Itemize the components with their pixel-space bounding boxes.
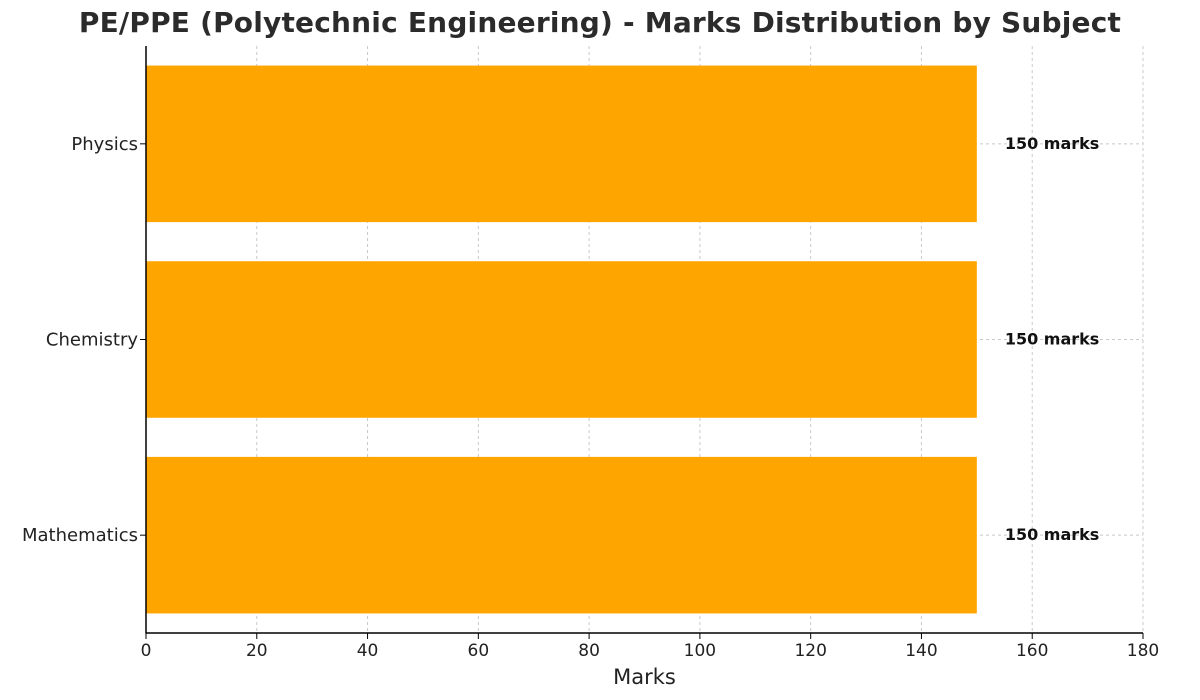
- x-tick-label: 80: [578, 641, 600, 661]
- x-tick-label: 60: [468, 641, 490, 661]
- chart-title: PE/PPE (Polytechnic Engineering) - Marks…: [78, 6, 1122, 39]
- x-tick-label: 0: [141, 641, 152, 661]
- x-tick-label: 180: [1127, 641, 1159, 661]
- data-label: 150 marks: [1005, 134, 1099, 153]
- bar-mathematics: [146, 456, 977, 614]
- y-tick-label: Chemistry: [46, 330, 138, 351]
- data-label: 150 marks: [1005, 525, 1099, 544]
- y-tick-label: Mathematics: [22, 525, 138, 546]
- x-tick-label: 120: [794, 641, 826, 661]
- x-tick-label: 140: [905, 641, 937, 661]
- bar-layer: [146, 65, 977, 614]
- bar-chemistry: [146, 261, 977, 418]
- x-tick-label: 160: [1016, 641, 1048, 661]
- x-axis-title: Marks: [613, 665, 676, 689]
- data-label: 150 marks: [1005, 330, 1099, 349]
- x-tick-label: 20: [246, 641, 268, 661]
- label-layer: 0 20 40 60 80 100 120 140 160 180 Physics Chemistry…: [22, 134, 1159, 689]
- axis-layer: [140, 46, 1144, 639]
- x-tick-label: 40: [357, 641, 379, 661]
- x-tick-label: 100: [684, 641, 716, 661]
- bar-physics: [146, 65, 977, 223]
- y-tick-label: Physics: [71, 134, 138, 155]
